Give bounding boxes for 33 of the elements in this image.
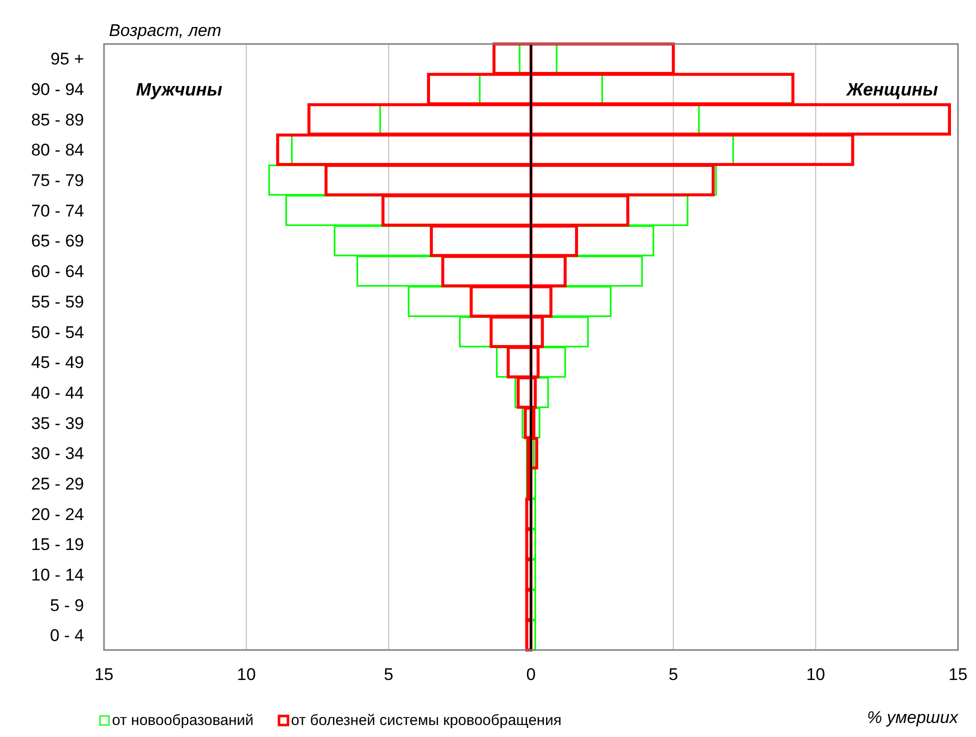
y-axis-title: Возраст, лет	[109, 21, 222, 40]
x-tick-label: 10	[236, 665, 256, 684]
x-axis-title: % умерших	[867, 708, 958, 727]
legend-label: от болезней системы кровообращения	[291, 712, 562, 729]
x-tick-label: 0	[526, 665, 536, 684]
y-tick-label: 20 - 24	[31, 504, 84, 524]
y-tick-label: 55 - 59	[31, 292, 84, 312]
y-tick-label: 65 - 69	[31, 232, 84, 251]
annotation: Женщины	[846, 79, 939, 100]
y-tick-label: 5 - 9	[50, 596, 84, 615]
y-tick-label: 95 +	[50, 50, 84, 69]
y-tick-label: 70 - 74	[31, 201, 84, 220]
x-tick-label: 15	[948, 665, 968, 684]
x-tick-label: 5	[384, 665, 394, 684]
y-tick-label: 45 - 49	[31, 353, 84, 372]
y-tick-label: 30 - 34	[31, 444, 84, 464]
y-tick-label: 75 - 79	[31, 171, 84, 190]
y-tick-label: 0 - 4	[50, 626, 84, 646]
y-tick-label: 25 - 29	[31, 474, 84, 494]
y-tick-label: 80 - 84	[31, 140, 84, 160]
y-tick-label: 50 - 54	[31, 322, 84, 342]
y-tick-label: 60 - 64	[31, 262, 84, 282]
y-tick-label: 40 - 44	[31, 383, 84, 402]
y-tick-label: 10 - 14	[31, 566, 84, 585]
annotation: Мужчины	[136, 79, 223, 100]
y-tick-label: 35 - 39	[31, 414, 84, 433]
y-tick-label: 90 - 94	[31, 80, 84, 100]
y-tick-label: 15 - 19	[31, 535, 84, 554]
x-tick-label: 5	[668, 665, 678, 684]
y-tick-label: 85 - 89	[31, 110, 84, 130]
legend-label: от новообразований	[112, 712, 254, 729]
x-tick-label: 15	[94, 665, 114, 684]
x-tick-label: 10	[806, 665, 826, 684]
